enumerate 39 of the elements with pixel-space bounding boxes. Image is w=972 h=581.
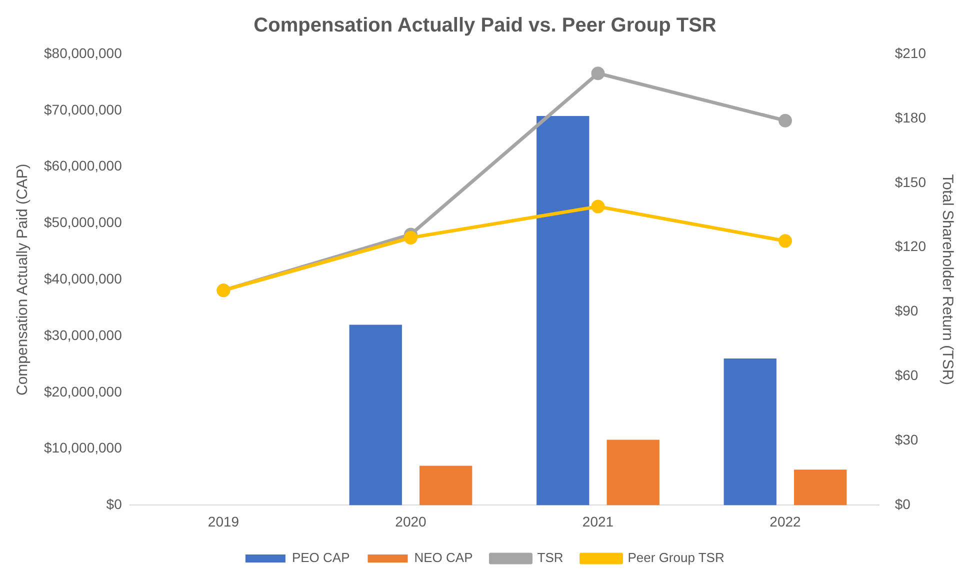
y-tick-label: $80,000,000 bbox=[44, 44, 122, 61]
legend-label: TSR bbox=[537, 550, 564, 566]
y2-tick-label: $180 bbox=[894, 109, 926, 126]
point bbox=[591, 66, 605, 80]
x-tick-label: 2019 bbox=[208, 513, 240, 530]
bar bbox=[794, 470, 847, 506]
chart-title: Compensation Actually Paid vs. Peer Group TSR bbox=[254, 14, 717, 37]
point bbox=[778, 114, 792, 128]
bar bbox=[724, 358, 776, 506]
y-tick-label: $60,000,000 bbox=[44, 158, 122, 174]
point bbox=[778, 234, 792, 248]
y2-tick-label: $30 bbox=[894, 432, 918, 448]
bar bbox=[420, 466, 472, 506]
bar bbox=[536, 116, 590, 506]
y-tick-label: $40,000,000 bbox=[44, 270, 122, 286]
legend-label: Peer Group TSR bbox=[628, 550, 724, 566]
y-tick-label: $70,000,000 bbox=[44, 101, 122, 118]
bar bbox=[606, 440, 660, 506]
y-tick-label: $0 bbox=[106, 496, 122, 512]
y-tick-label: $30,000,000 bbox=[44, 326, 122, 343]
y-axis-title: Compensation Actually Paid (CAP) bbox=[14, 164, 32, 396]
point bbox=[404, 230, 418, 244]
x-tick-label: 2021 bbox=[582, 513, 614, 530]
y2-axis-title: Total Shareholder Return (TSR) bbox=[938, 174, 956, 386]
point bbox=[591, 200, 605, 214]
y2-tick-label: $90 bbox=[894, 302, 918, 319]
y2-tick-label: $120 bbox=[894, 238, 926, 254]
y2-tick-label: $150 bbox=[894, 174, 926, 190]
y-tick-label: $50,000,000 bbox=[44, 214, 122, 230]
y-tick-label: $20,000,000 bbox=[44, 383, 122, 400]
x-tick-label: 2022 bbox=[770, 513, 802, 530]
y2-tick-label: $60 bbox=[894, 367, 918, 384]
x-tick-label: 2020 bbox=[395, 513, 427, 530]
legend-label: NEO CAP bbox=[414, 550, 473, 566]
y2-tick-label: $210 bbox=[894, 44, 926, 61]
y2-tick-label: $0 bbox=[894, 496, 911, 512]
legend-label: PEO CAP bbox=[292, 550, 350, 566]
bar bbox=[349, 324, 402, 506]
y-tick-label: $10,000,000 bbox=[44, 440, 122, 456]
